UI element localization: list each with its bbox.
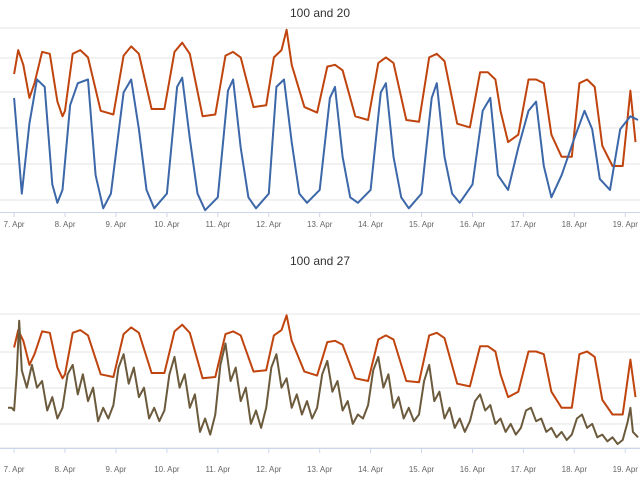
x-tick-label: 9. Apr [106, 220, 127, 229]
x-tick-label: 14. Apr [358, 220, 384, 229]
x-tick-label: 8. Apr [55, 220, 76, 229]
x-tick-label: 13. Apr [307, 465, 333, 474]
x-tick-label: 8. Apr [55, 465, 76, 474]
chart-plot: 7. Apr 8. Apr 9. Apr 10. Apr 11. Apr 12. Apr 1… [0, 313, 640, 474]
x-tick-label: 11. Apr [205, 465, 230, 474]
x-tick-label: 13. Apr [307, 220, 333, 229]
x-tick-label: 18. Apr [562, 220, 588, 229]
x-tick-label: 9. Apr [106, 465, 127, 474]
chart-plot: 7. Apr 8. Apr 9. Apr 10. Apr 11. Apr 12. Apr 1… [0, 27, 640, 229]
chart-100-and-20: 100 and 20 7. Apr 8. Apr 9. Apr 10. Apr 11. … [0, 6, 640, 229]
chart-title: 100 and 20 [289, 6, 351, 20]
x-tick-label: 16. Apr [460, 220, 486, 229]
x-tick-label: 12. Apr [256, 220, 282, 229]
x-tick-label: 18. Apr [562, 465, 588, 474]
x-tick-label: 17. Apr [511, 220, 537, 229]
series-line-1 [13, 28, 637, 167]
x-tick-label: 17. Apr [511, 465, 537, 474]
series-line-1 [13, 314, 637, 416]
x-tick-label: 10. Apr [154, 220, 180, 229]
x-tick-label: 15. Apr [409, 220, 435, 229]
x-tick-label: 15. Apr [409, 465, 435, 474]
x-tick-label: 11. Apr [205, 220, 230, 229]
x-tick-label: 16. Apr [460, 465, 486, 474]
chart-100-and-27: 100 and 27 7. Apr 8. Apr 9. Apr 10. Apr 11. … [0, 248, 640, 480]
x-tick-label: 14. Apr [358, 465, 384, 474]
x-tick-label: 10. Apr [154, 465, 180, 474]
x-tick-label: 7. Apr [4, 465, 25, 474]
x-tick-label: 19. Apr [613, 465, 639, 474]
chart-title: 100 and 27 [289, 254, 351, 268]
series-line-2 [8, 319, 639, 445]
x-tick-label: 19. Apr [613, 220, 639, 229]
x-tick-label: 12. Apr [256, 465, 282, 474]
series-line-2 [13, 76, 639, 212]
x-tick-label: 7. Apr [4, 220, 25, 229]
